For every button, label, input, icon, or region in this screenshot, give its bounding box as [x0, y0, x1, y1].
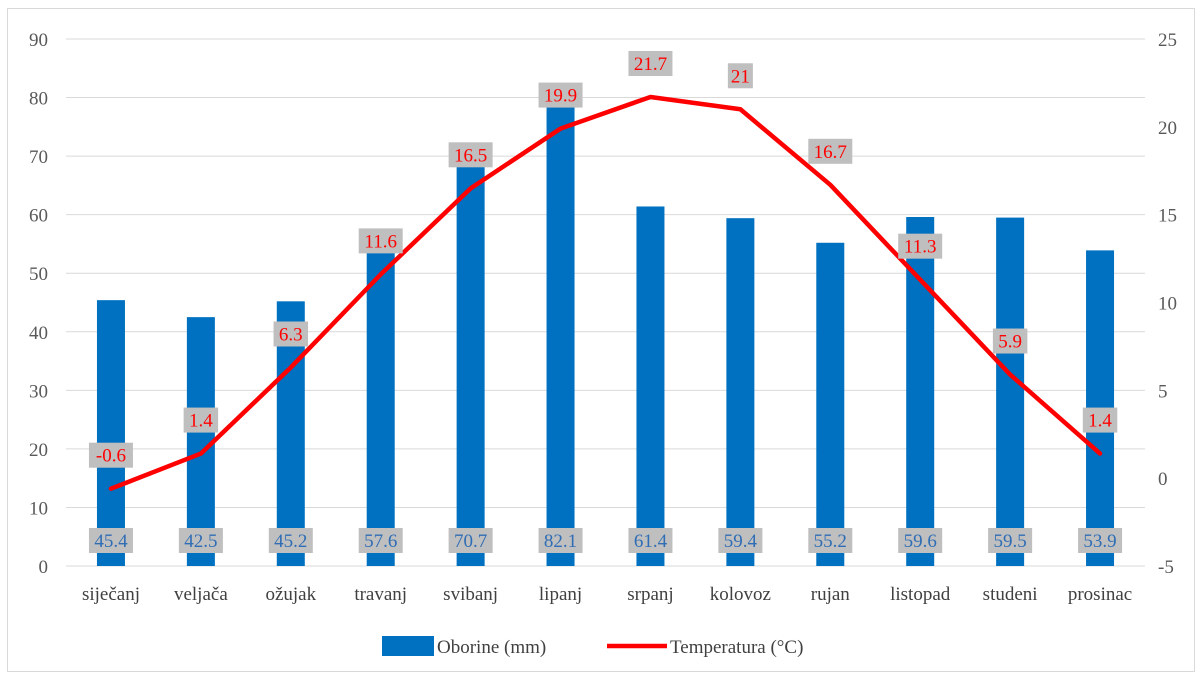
- category-label: travanj: [354, 584, 407, 605]
- right-axis-tick-label: 25: [1158, 30, 1177, 51]
- data-labels: 45.4 42.5 45.2 57.6 70.7 82.1 61.4 59.4 55.2 59.6…: [88, 50, 1123, 553]
- precipitation-bar: [726, 218, 755, 566]
- gridlines: [66, 38, 1145, 567]
- bar-data-label: 57.6: [364, 531, 397, 552]
- temperature-label-box: [898, 233, 943, 259]
- right-axis-tick-label: 10: [1158, 294, 1177, 315]
- category-label: srpanj: [627, 584, 673, 605]
- temperature-data-label: 21.7: [634, 54, 667, 75]
- category-label: prosinac: [1068, 584, 1132, 605]
- left-axis-tick-label: 0: [39, 557, 49, 578]
- temperature-data-label: 16.5: [454, 145, 487, 166]
- legend-label-precipitation: Oborine (mm): [437, 637, 546, 658]
- temperature-label-box: [448, 142, 493, 168]
- bar-data-label: 82.1: [544, 531, 577, 552]
- bar-data-label: 42.5: [184, 531, 217, 552]
- bar-label-box: [538, 528, 583, 553]
- bar-data-label: 45.2: [274, 531, 307, 552]
- left-axis-tick-label: 80: [29, 89, 48, 110]
- category-label: veljača: [174, 584, 228, 605]
- bar-data-label: 70.7: [454, 531, 487, 552]
- legend: Oborine (mm) Temperatura (°C): [382, 636, 803, 658]
- temperature-label-box: [358, 228, 403, 254]
- bar-label-box: [988, 528, 1033, 553]
- temperature-data-label: -0.6: [96, 446, 126, 467]
- temperature-label-box: [628, 50, 673, 76]
- left-axis-tick-label: 70: [29, 147, 48, 168]
- temperature-line: [108, 94, 1103, 491]
- right-axis-tick-label: 15: [1158, 206, 1177, 227]
- temperature-data-label: 5.9: [998, 332, 1022, 353]
- temperature-data-label: 6.3: [279, 324, 303, 345]
- precipitation-bar: [906, 217, 935, 566]
- temperature-label-box: [992, 328, 1028, 354]
- precipitation-bar: [456, 152, 485, 567]
- bar-label-box: [178, 528, 223, 553]
- precipitation-bar: [546, 85, 575, 567]
- temperature-label-box: [808, 138, 853, 164]
- category-label: siječanj: [82, 584, 140, 605]
- category-label: svibanj: [443, 584, 498, 605]
- temperature-data-label: 11.3: [904, 237, 937, 258]
- category-label: rujan: [811, 584, 851, 605]
- bar-label-box: [898, 528, 943, 553]
- temperature-data-label: 21: [731, 66, 750, 87]
- bar-label-box: [718, 528, 763, 553]
- precipitation-bar: [96, 300, 125, 566]
- temperature-label-box: [273, 321, 309, 347]
- temperature-label-box: [183, 407, 219, 433]
- left-axis-tick-label: 50: [29, 264, 48, 285]
- precipitation-bar: [816, 242, 845, 567]
- bar-label-box: [628, 528, 673, 553]
- temperature-data-label: 1.4: [1088, 411, 1112, 432]
- bar-label-box: [448, 528, 493, 553]
- category-label: kolovoz: [710, 584, 771, 605]
- temperature-line-path: [108, 94, 1103, 491]
- bar-data-label: 59.5: [994, 531, 1027, 552]
- temperature-label-box: [727, 63, 753, 89]
- right-axis-tick-label: -5: [1158, 557, 1174, 578]
- legend-swatch-precipitation: [382, 636, 434, 656]
- left-axis-tick-label: 20: [29, 440, 48, 461]
- bar-label-box: [808, 528, 853, 553]
- temperature-data-label: 11.6: [364, 231, 397, 252]
- temperature-label-box: [88, 442, 133, 468]
- temperature-label-box: [1082, 407, 1118, 433]
- category-label: studeni: [983, 584, 1038, 605]
- bar-data-label: 61.4: [634, 531, 668, 552]
- bar-label-box: [358, 528, 403, 553]
- right-axis-tick-label: 5: [1158, 381, 1168, 402]
- legend-label-temperature: Temperatura (°C): [670, 637, 803, 658]
- precipitation-bar: [996, 217, 1025, 566]
- right-axis-tick-label: 0: [1158, 469, 1168, 490]
- bar-label-box: [268, 528, 313, 553]
- bar-data-label: 53.9: [1083, 531, 1116, 552]
- temperature-data-label: 16.7: [814, 142, 847, 163]
- left-axis-tick-label: 10: [29, 498, 48, 519]
- category-label: lipanj: [539, 584, 582, 605]
- bar-data-label: 59.6: [904, 531, 937, 552]
- bar-label-box: [1078, 528, 1123, 553]
- axes: 0 10 20 30 40 50 60 70 80 90 -5 0 5 10 15 20 25 siječanj v…: [29, 30, 1177, 605]
- precipitation-bar: [366, 228, 395, 566]
- left-axis-tick-label: 40: [29, 323, 48, 344]
- precipitation-bars: [96, 85, 1115, 567]
- category-label: ožujak: [265, 584, 316, 605]
- right-axis-tick-label: 20: [1158, 118, 1177, 139]
- category-label: listopad: [890, 584, 951, 605]
- temperature-data-label: 19.9: [544, 86, 577, 107]
- temperature-data-label: 1.4: [189, 411, 213, 432]
- left-axis-tick-label: 60: [29, 206, 48, 227]
- bar-data-label: 59.4: [724, 531, 758, 552]
- bar-data-label: 55.2: [814, 531, 847, 552]
- precipitation-bar: [636, 206, 665, 567]
- left-axis-tick-label: 90: [29, 30, 48, 51]
- left-axis-tick-label: 30: [29, 381, 48, 402]
- temperature-label-box: [538, 82, 583, 108]
- bar-label-box: [88, 528, 133, 553]
- bar-data-label: 45.4: [94, 531, 128, 552]
